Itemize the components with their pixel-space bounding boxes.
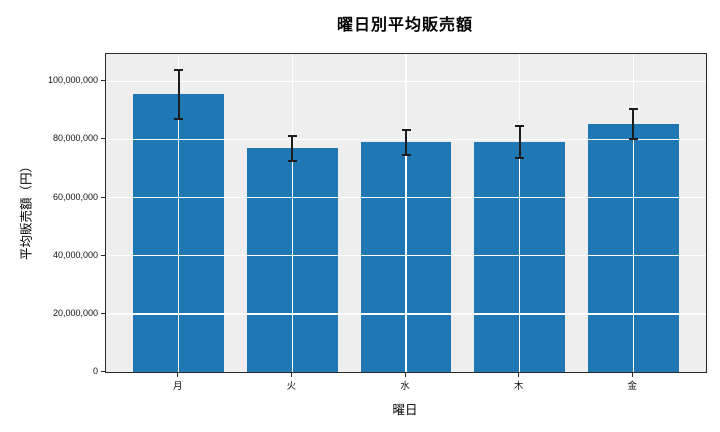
y-tick-label: 100,000,000 bbox=[47, 75, 98, 86]
y-tick-label: 0 bbox=[92, 366, 98, 376]
x-tick-mark bbox=[518, 373, 520, 377]
error-bar-cap-bottom bbox=[515, 157, 525, 160]
error-bar-cap-top bbox=[628, 107, 638, 110]
error-bar-cap-bottom bbox=[628, 138, 638, 141]
y-tick-mark bbox=[101, 196, 105, 198]
x-tick-label: 金 bbox=[627, 381, 638, 392]
error-bar-cap-bottom bbox=[401, 154, 411, 157]
x-tick-label: 火 bbox=[286, 381, 297, 392]
error-bar-cap-bottom bbox=[174, 118, 184, 121]
x-tick-mark bbox=[177, 373, 179, 377]
y-tick-label: 40,000,000 bbox=[52, 249, 98, 260]
x-tick-mark bbox=[631, 373, 633, 377]
plot-area bbox=[105, 53, 707, 373]
error-bar-cap-top bbox=[515, 125, 525, 128]
error-bar-cap-bottom bbox=[287, 159, 297, 162]
x-tick-mark bbox=[290, 373, 292, 377]
y-tick-mark bbox=[101, 138, 105, 140]
x-axis-label: 曜日 bbox=[392, 403, 418, 417]
v-gridline bbox=[405, 54, 407, 372]
error-bar-stem bbox=[632, 108, 635, 140]
v-gridline bbox=[632, 54, 634, 372]
chart-title: 曜日別平均販売額 bbox=[336, 17, 473, 34]
error-bar-cap-top bbox=[287, 134, 297, 137]
error-bar-cap-top bbox=[401, 128, 411, 131]
y-tick-mark bbox=[101, 254, 105, 256]
y-tick-label: 60,000,000 bbox=[52, 191, 98, 202]
v-gridline bbox=[518, 54, 521, 372]
x-tick-mark bbox=[404, 373, 406, 377]
y-tick-mark bbox=[101, 371, 105, 372]
error-bar-stem bbox=[405, 129, 407, 156]
error-bar-stem bbox=[518, 126, 521, 159]
error-bar-cap-top bbox=[174, 68, 184, 71]
y-axis-label: 平均販売額（円） bbox=[19, 159, 34, 261]
y-tick-label: 20,000,000 bbox=[52, 307, 98, 318]
error-bar-stem bbox=[177, 69, 180, 120]
x-tick-label: 木 bbox=[513, 381, 524, 392]
error-bar-stem bbox=[291, 135, 294, 161]
y-tick-mark bbox=[101, 312, 105, 314]
v-gridline bbox=[291, 54, 294, 372]
y-tick-mark bbox=[101, 80, 105, 82]
y-tick-label: 80,000,000 bbox=[52, 133, 98, 144]
x-tick-label: 月 bbox=[172, 381, 183, 392]
v-gridline bbox=[178, 54, 180, 372]
x-tick-label: 水 bbox=[400, 381, 410, 392]
